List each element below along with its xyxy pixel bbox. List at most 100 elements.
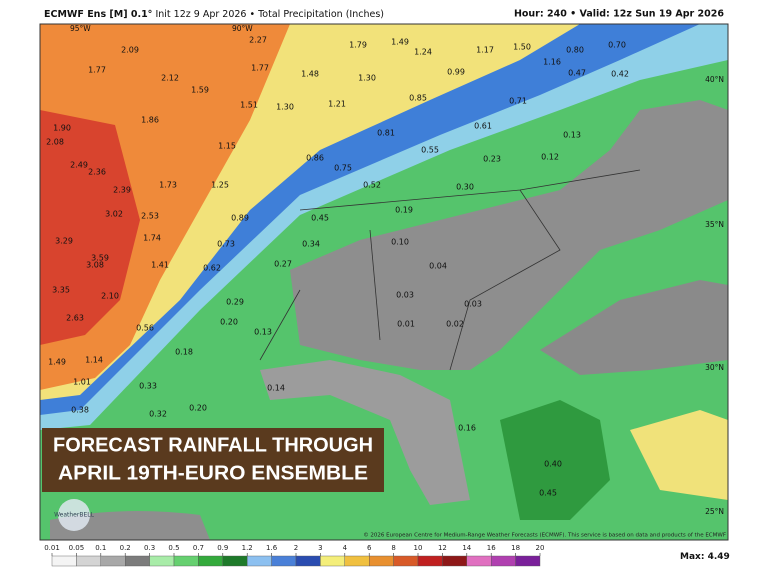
precip-label: 0.38 xyxy=(71,406,89,415)
precip-label: 2.39 xyxy=(113,186,131,195)
colorbar-segment xyxy=(369,555,394,567)
model-info: Init 12z 9 Apr 2026 • Total Precipitatio… xyxy=(155,9,384,20)
copyright: © 2026 European Centre for Medium-Range … xyxy=(363,532,726,539)
precip-label: 1.49 xyxy=(48,358,66,367)
colorbar-tick-label: 0.01 xyxy=(44,544,60,552)
precip-label: 1.79 xyxy=(349,41,367,50)
precip-label: 0.45 xyxy=(539,489,557,498)
colorbar-segment xyxy=(246,555,272,567)
precip-label: 3.35 xyxy=(52,286,70,295)
precip-label: 0.29 xyxy=(226,298,244,307)
precip-label: 0.85 xyxy=(409,94,427,103)
colorbar-segment xyxy=(491,555,516,567)
precip-label: 3.29 xyxy=(55,237,73,246)
precip-label: 0.55 xyxy=(421,146,439,155)
geo-label: 35°N xyxy=(705,220,724,229)
colorbar-tick-label: 18 xyxy=(511,544,520,552)
precip-label: 1.77 xyxy=(251,64,269,73)
colorbar-tick-label: 2 xyxy=(294,544,298,552)
colorbar-tick-label: 6 xyxy=(367,544,372,552)
precip-label: 2.12 xyxy=(161,74,179,83)
precip-label: 0.62 xyxy=(203,264,221,273)
precip-label: 1.41 xyxy=(151,261,169,270)
precip-label: 0.01 xyxy=(397,320,415,329)
banner-line: FORECAST RAINFALL THROUGH xyxy=(53,434,373,456)
colorbar-tick-label: 0.05 xyxy=(69,544,85,552)
precip-label: 2.53 xyxy=(141,212,159,221)
colorbar-tick-label: 0.2 xyxy=(120,544,131,552)
geo-label: 90°W xyxy=(232,24,253,33)
precip-label: 0.34 xyxy=(302,240,320,249)
precip-label: 0.16 xyxy=(458,424,476,433)
precip-label: 1.24 xyxy=(414,48,432,57)
geo-label: 95°W xyxy=(70,24,91,33)
precip-label: 1.25 xyxy=(211,181,229,190)
precip-label: 0.30 xyxy=(456,183,474,192)
precip-label: 0.03 xyxy=(464,300,482,309)
precip-label: 1.16 xyxy=(543,58,561,67)
colorbar-tick-label: 12 xyxy=(438,544,447,552)
precip-label: 0.73 xyxy=(217,240,235,249)
colorbar-tick-label: 0.5 xyxy=(168,544,179,552)
precip-label: 0.81 xyxy=(377,129,395,138)
precip-label: 1.77 xyxy=(88,66,106,75)
colorbar-tick-label: 8 xyxy=(391,544,395,552)
dry-south xyxy=(50,511,210,540)
logo-text: WeatherBELL xyxy=(54,512,95,519)
colorbar-tick-label: 0.3 xyxy=(144,544,155,552)
colorbar-segment xyxy=(466,555,492,567)
precip-label: 0.20 xyxy=(220,318,238,327)
precip-label: 0.32 xyxy=(149,410,167,419)
band-red xyxy=(40,110,140,345)
precip-label: 0.02 xyxy=(446,320,464,329)
colorbar-tick-label: 0.1 xyxy=(95,544,106,552)
precip-label: 1.14 xyxy=(85,356,103,365)
colorbar-tick-label: 20 xyxy=(536,544,545,552)
precip-label: 0.45 xyxy=(311,214,329,223)
banner-box xyxy=(42,428,384,492)
colorbar-tick-label: 1.2 xyxy=(242,544,253,552)
colorbar-segment xyxy=(320,555,345,567)
precip-label: 1.59 xyxy=(191,86,209,95)
colorbar-segment xyxy=(515,555,541,567)
colorbar-segment xyxy=(344,555,370,567)
precip-label: 0.18 xyxy=(175,348,193,357)
precip-label: 1.50 xyxy=(513,43,531,52)
state-borders xyxy=(259,169,641,371)
precip-label: 0.70 xyxy=(608,41,626,50)
precip-label: 0.33 xyxy=(139,382,157,391)
colorbar-tick-label: 4 xyxy=(343,544,348,552)
precip-label: 2.10 xyxy=(101,292,119,301)
precip-label: 0.80 xyxy=(566,46,584,55)
banner-line: APRIL 19TH-EURO ENSEMBLE xyxy=(58,462,368,484)
max-value: 4.49 xyxy=(708,552,730,562)
precip-label: 1.21 xyxy=(328,100,346,109)
precip-label: 0.27 xyxy=(274,260,292,269)
colorbar-tick-label: 14 xyxy=(462,544,471,552)
colorbar-tick-label: 16 xyxy=(487,544,496,552)
dry-area xyxy=(290,100,728,370)
precip-label: 0.56 xyxy=(136,324,154,333)
colorbar-segment xyxy=(100,555,126,567)
colorbar-segment xyxy=(393,555,419,567)
precip-label: 0.10 xyxy=(391,238,409,247)
precip-label: 1.01 xyxy=(73,378,91,387)
precip-label: 0.52 xyxy=(363,181,381,190)
precip-label: 3.02 xyxy=(105,210,123,219)
colorbar-segment xyxy=(124,555,150,567)
precip-label: 0.03 xyxy=(396,291,414,300)
precip-label: 1.30 xyxy=(358,74,376,83)
precip-label: 1.30 xyxy=(276,103,294,112)
precip-label: 1.74 xyxy=(143,234,161,243)
precip-label: 0.40 xyxy=(544,460,562,469)
precip-label: 0.13 xyxy=(254,328,272,337)
precip-label: 0.23 xyxy=(483,155,501,164)
precip-label: 0.86 xyxy=(306,154,324,163)
colorbar-tick-label: 10 xyxy=(414,544,423,552)
colorbar-segment xyxy=(173,555,199,567)
precip-label: 0.47 xyxy=(568,69,586,78)
wet-florida xyxy=(500,400,610,520)
model-name: ECMWF Ens [M] 0.1° xyxy=(44,9,152,20)
colorbar-segment xyxy=(295,555,321,567)
